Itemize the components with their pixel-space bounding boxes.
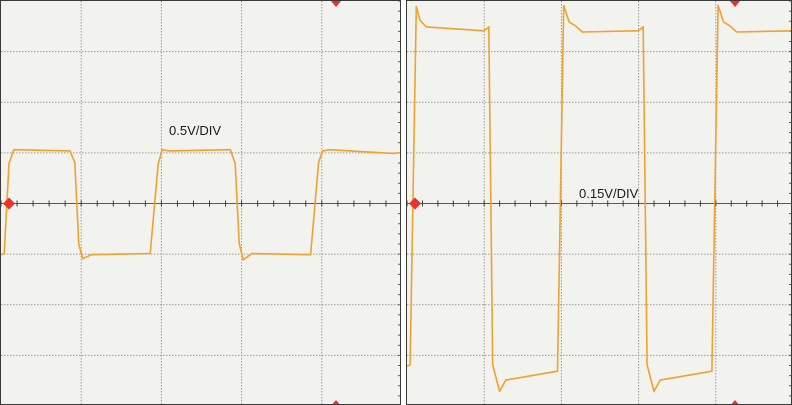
vertical-scale-label: 0.5V/DIV (169, 123, 221, 138)
scope-screen-right: 0.15V/DIV (406, 0, 792, 405)
trigger-marker-top (730, 1, 740, 7)
ground-marker (409, 197, 421, 210)
ground-marker (3, 197, 15, 210)
waveform-trace (407, 4, 791, 393)
graticule (1, 1, 400, 404)
waveform-trace (1, 148, 400, 261)
trigger-marker-bottom (332, 400, 340, 404)
vertical-scale-label: 0.15V/DIV (579, 186, 639, 201)
trigger-marker-bottom (731, 400, 739, 404)
scope-plot-left: 0.5V/DIV (1, 1, 400, 404)
trigger-marker-top (331, 1, 341, 7)
graticule (407, 1, 791, 404)
scope-screen-left: 0.5V/DIV (0, 0, 401, 405)
scope-plot-right: 0.15V/DIV (407, 1, 791, 404)
